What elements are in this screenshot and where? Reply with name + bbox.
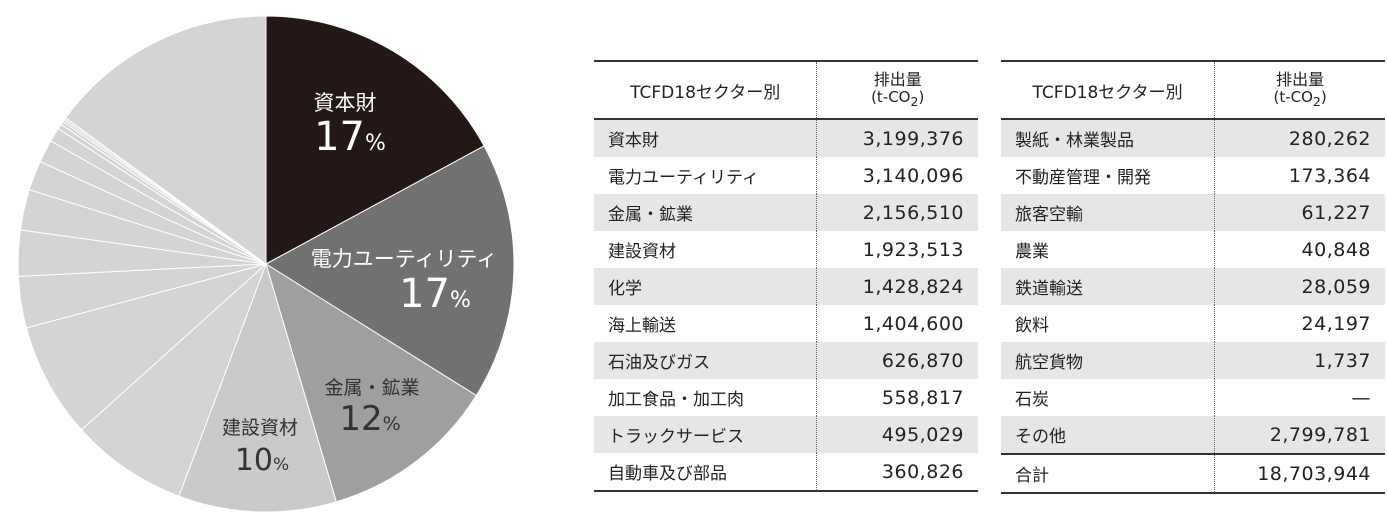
- table-row: 自動車及び部品 360,826: [594, 453, 978, 492]
- emission-value: 626,870: [816, 342, 978, 379]
- emission-value: 3,199,376: [816, 119, 978, 157]
- table-row: 海上輸送 1,404,600: [594, 305, 978, 342]
- slice-percent-value: 12: [339, 399, 382, 439]
- header-emissions-unit: (t-CO2): [1273, 87, 1327, 109]
- pie-slice: [64, 15, 267, 265]
- sector-name: 旅客空輸: [1001, 194, 1215, 231]
- slice-percent-value: 17: [399, 271, 450, 317]
- sector-name: 石炭: [1001, 379, 1215, 416]
- header-emissions: 排出量 (t-CO2): [816, 60, 978, 120]
- header-sector: TCFD18セクター別: [1001, 60, 1215, 120]
- emission-value: 40,848: [1214, 231, 1385, 268]
- emission-value: 558,817: [816, 379, 978, 416]
- emission-value: 1,737: [1214, 342, 1385, 379]
- sector-name: 石油及びガス: [594, 342, 817, 379]
- slice-percent-value: 17: [314, 114, 365, 160]
- table-row: 旅客空輸 61,227: [1001, 194, 1385, 231]
- table-row: その他 2,799,781: [1001, 416, 1385, 454]
- emission-value: 24,197: [1214, 305, 1385, 342]
- sector-name: 自動車及び部品: [594, 453, 817, 492]
- table-row: 航空貨物 1,737: [1001, 342, 1385, 379]
- table-row: 飲料 24,197: [1001, 305, 1385, 342]
- slice-label: 資本財: [314, 91, 377, 115]
- sector-name: 海上輸送: [594, 305, 817, 342]
- emission-value: 2,799,781: [1214, 416, 1385, 454]
- header-sector: TCFD18セクター別: [594, 60, 817, 120]
- sector-name: 資本財: [594, 119, 817, 157]
- emission-value: 28,059: [1214, 268, 1385, 305]
- emission-value: 61,227: [1214, 194, 1385, 231]
- header-emissions-label: 排出量: [1276, 69, 1325, 89]
- emission-value: 1,428,824: [816, 268, 978, 305]
- sector-name: 鉄道輸送: [1001, 268, 1215, 305]
- table-row: 電力ユーティリティ 3,140,096: [594, 157, 978, 194]
- sector-name: 加工食品・加工肉: [594, 379, 817, 416]
- table-row: 鉄道輸送 28,059: [1001, 268, 1385, 305]
- emission-value: 360,826: [816, 453, 978, 492]
- sector-name: 電力ユーティリティ: [594, 157, 817, 194]
- table-row: 農業 40,848: [1001, 231, 1385, 268]
- header-emissions-unit: (t-CO2): [871, 87, 925, 109]
- table-row: 資本財 3,199,376: [594, 119, 978, 157]
- table-row: 不動産管理・開発 173,364: [1001, 157, 1385, 194]
- sector-name: 航空貨物: [1001, 342, 1215, 379]
- slice-percent-sign: %: [365, 131, 386, 156]
- table-row: 金属・鉱業 2,156,510: [594, 194, 978, 231]
- table-row: 石油及びガス 626,870: [594, 342, 978, 379]
- sector-name: 飲料: [1001, 305, 1215, 342]
- sector-name: 農業: [1001, 231, 1215, 268]
- pie-slice: [265, 145, 515, 397]
- table-row: 加工食品・加工肉 558,817: [594, 379, 978, 416]
- slice-percent: 17%: [399, 271, 471, 317]
- slice-percent: 12%: [339, 399, 400, 439]
- pie-slice: [80, 263, 267, 497]
- emission-value: 1,923,513: [816, 231, 978, 268]
- table-row: 石炭 —: [1001, 379, 1385, 416]
- sector-name: 金属・鉱業: [594, 194, 817, 231]
- emission-value: 1,404,600: [816, 305, 978, 342]
- slice-label: 金属・鉱業: [324, 377, 419, 399]
- emission-value: 173,364: [1214, 157, 1385, 194]
- slice-percent-sign: %: [273, 455, 289, 475]
- emission-value: 18,703,944: [1214, 453, 1385, 494]
- slice-percent-sign: %: [450, 288, 471, 313]
- pie-slice: [178, 262, 337, 513]
- slice-percent-sign: %: [383, 413, 401, 435]
- emission-value: —: [1214, 379, 1385, 416]
- emission-value: 280,262: [1214, 119, 1385, 157]
- slice-percent-value: 10: [235, 443, 273, 478]
- sector-name: 合計: [1001, 453, 1215, 494]
- pie-slice: [265, 15, 485, 265]
- header-emissions: 排出量 (t-CO2): [1214, 60, 1385, 120]
- pie-slice: [265, 262, 477, 503]
- sector-name: 化学: [594, 268, 817, 305]
- pie-slice: [25, 263, 267, 431]
- table-row: 建設資材 1,923,513: [594, 231, 978, 268]
- emission-value: 495,029: [816, 416, 978, 453]
- emissions-table-left: TCFD18セクター別 排出量 (t-CO2) 資本財 3,199,376 電力ユー…: [594, 60, 978, 492]
- sector-name: 製紙・林業製品: [1001, 119, 1215, 157]
- slice-label: 電力ユーティリティ: [311, 247, 497, 271]
- sector-name: その他: [1001, 416, 1215, 454]
- emission-value: 2,156,510: [816, 194, 978, 231]
- sector-name: トラックサービス: [594, 416, 817, 453]
- header-emissions-label: 排出量: [873, 69, 922, 89]
- emissions-table-right: TCFD18セクター別 排出量 (t-CO2) 製紙・林業製品 280,262 不動…: [1001, 60, 1385, 494]
- table-total-row: 合計 18,703,944: [1001, 453, 1385, 494]
- emission-value: 3,140,096: [816, 157, 978, 194]
- table-row: 製紙・林業製品 280,262: [1001, 119, 1385, 157]
- sector-name: 不動産管理・開発: [1001, 157, 1215, 194]
- slice-percent: 17%: [314, 114, 386, 160]
- table-row: 化学 1,428,824: [594, 268, 978, 305]
- table-row: トラックサービス 495,029: [594, 416, 978, 453]
- slice-label: 建設資材: [222, 417, 298, 439]
- slice-percent: 10%: [235, 443, 289, 478]
- sector-name: 建設資材: [594, 231, 817, 268]
